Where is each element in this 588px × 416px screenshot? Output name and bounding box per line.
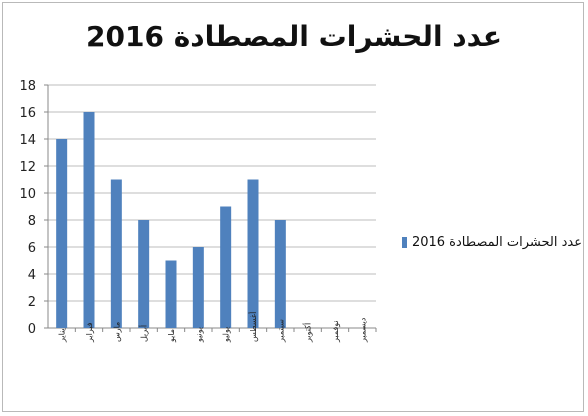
- y-tick-label: 2: [28, 295, 36, 310]
- y-tick-label: 14: [19, 133, 36, 148]
- bar-9: [274, 220, 286, 328]
- bar-6: [192, 247, 204, 328]
- x-tick-label: مايو: [167, 329, 176, 343]
- y-tick-label: 12: [19, 160, 36, 175]
- x-tick-label: يوليو: [222, 327, 231, 343]
- x-tick-label: يونيو: [194, 327, 203, 343]
- bar-4: [138, 220, 150, 328]
- x-tick-label: أغسطس: [248, 312, 258, 342]
- bar-7: [220, 206, 232, 328]
- bar-3: [110, 179, 122, 328]
- bar-5: [165, 260, 177, 328]
- x-tick-label: ديسمبر: [358, 317, 367, 343]
- chart-frame: [2, 2, 584, 412]
- legend-label: عدد الحشرات المصطادة 2016: [411, 234, 582, 250]
- legend: عدد الحشرات المصطادة 2016: [402, 232, 582, 252]
- bar-2: [83, 112, 95, 328]
- x-tick-label: أبريل: [139, 325, 149, 342]
- y-tick-label: 18: [19, 79, 36, 94]
- x-tick-label: سبتمبر: [276, 319, 285, 343]
- chart-title: عدد الحشرات المصطادة 2016: [86, 20, 502, 53]
- x-tick-label: مارس: [112, 322, 121, 342]
- x-tick-label: فبراير: [85, 322, 94, 343]
- bar-1: [56, 139, 68, 328]
- bar-8: [247, 179, 259, 328]
- x-tick-label: أكتوبر: [303, 323, 313, 343]
- y-tick-label: 0: [28, 322, 36, 337]
- y-tick-label: 16: [19, 106, 36, 121]
- x-tick-label: نوفمبر: [331, 320, 340, 343]
- y-tick-label: 4: [28, 268, 36, 283]
- y-tick-label: 6: [28, 241, 36, 256]
- x-tick-label: يناير: [58, 328, 67, 343]
- y-tick-label: 8: [28, 214, 36, 229]
- legend-swatch: [402, 236, 407, 248]
- y-tick-label: 10: [19, 187, 36, 202]
